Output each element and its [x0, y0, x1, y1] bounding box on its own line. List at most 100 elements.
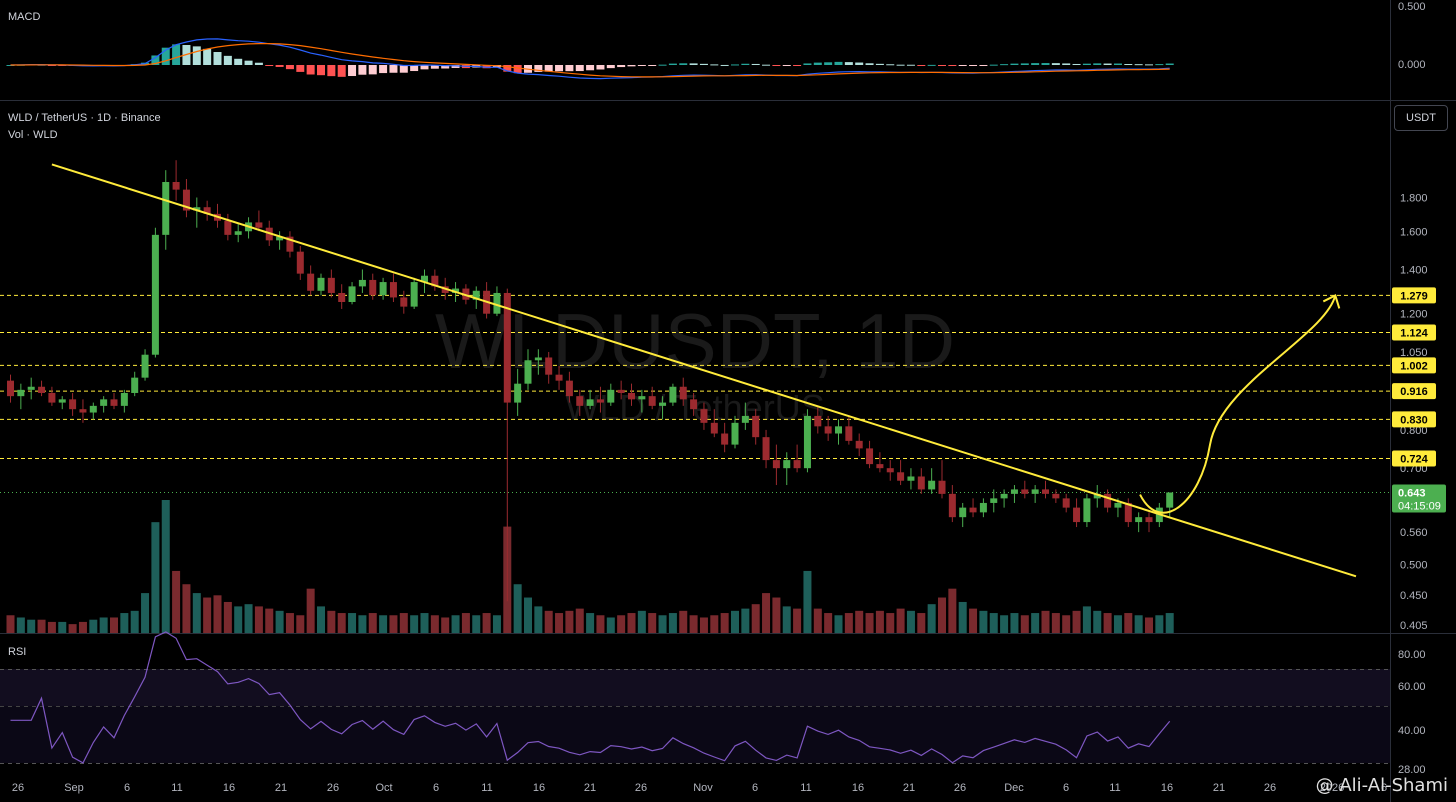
- candle-body: [555, 374, 563, 381]
- time-axis-label: 11: [800, 782, 811, 794]
- price-axis[interactable]: 1.8001.6001.4001.2001.0500.8000.7000.560…: [1400, 192, 1428, 632]
- candle-body: [1104, 493, 1112, 508]
- macd-histogram-bar: [1165, 63, 1174, 65]
- macd-histogram-bar: [285, 65, 294, 70]
- volume-bar: [58, 621, 67, 633]
- candle-body: [369, 279, 377, 296]
- candle-body: [182, 189, 190, 211]
- volume-bar: [938, 597, 946, 633]
- rsi-band-lower: [0, 706, 1390, 763]
- candle-body: [845, 426, 853, 441]
- volume-bar: [1051, 613, 1060, 633]
- macd-histogram-bar: [906, 64, 915, 66]
- candle-body: [814, 415, 822, 427]
- candle-body: [69, 399, 77, 410]
- candle-body: [690, 399, 698, 410]
- symbol-title[interactable]: WLD / TetherUS · 1D · Binance: [8, 112, 161, 124]
- macd-histogram-bar: [606, 65, 615, 69]
- volume-title[interactable]: Vol · WLD: [8, 129, 58, 141]
- volume-bar: [606, 617, 615, 633]
- volume-bar: [906, 610, 915, 633]
- time-axis-label: Sep: [64, 782, 84, 794]
- level-badge-label: 1.124: [1400, 327, 1428, 339]
- volume-bar: [886, 613, 895, 633]
- candle-body: [586, 399, 594, 406]
- macd-histogram-bar: [1093, 63, 1102, 65]
- candle-body: [793, 460, 801, 469]
- macd-histogram-bar: [337, 65, 346, 77]
- candle-body: [514, 383, 522, 403]
- volume-bar: [1155, 615, 1164, 633]
- macd-histogram-bar: [482, 65, 491, 69]
- volume-bar: [482, 613, 491, 633]
- volume-bar: [1062, 615, 1071, 633]
- candle-body: [276, 236, 284, 241]
- candle-body: [141, 354, 149, 378]
- candle-body: [1135, 517, 1143, 523]
- time-axis-label: 16: [533, 782, 545, 794]
- candle-body: [379, 282, 387, 296]
- candle-body: [669, 386, 677, 403]
- volume-bar: [1165, 613, 1174, 633]
- time-axis-label: 16: [1161, 782, 1173, 794]
- candle-body: [1010, 489, 1018, 494]
- volume-bar: [441, 617, 450, 633]
- volume-bar: [741, 608, 750, 633]
- drawings[interactable]: [51, 163, 1357, 578]
- level-badge-label: 0.830: [1400, 414, 1428, 426]
- candle-body: [897, 472, 905, 481]
- macd-histogram-bar: [938, 65, 946, 66]
- macd-histogram-bar: [1155, 64, 1164, 66]
- macd-histogram-bar: [865, 63, 874, 65]
- candle-body: [576, 396, 584, 406]
- candle-body: [710, 422, 718, 434]
- candle-body: [731, 422, 739, 445]
- time-axis-label: 26: [1264, 782, 1276, 794]
- time-axis-label: 2026: [1320, 782, 1344, 794]
- volume-bar: [979, 610, 988, 633]
- rsi-axis-label: 60.00: [1398, 681, 1426, 693]
- macd-histogram-bar: [503, 65, 512, 72]
- candles: [7, 160, 1174, 602]
- candle-body: [1114, 502, 1122, 508]
- candle-body: [959, 507, 967, 518]
- volume-bars: [6, 500, 1174, 633]
- candle-body: [1083, 498, 1091, 523]
- candle-body: [700, 409, 708, 423]
- volume-bar: [348, 613, 357, 633]
- rsi-axis-label: 28.00: [1398, 764, 1426, 776]
- volume-bar: [875, 610, 884, 633]
- currency-button[interactable]: USDT: [1394, 105, 1448, 131]
- volume-bar: [1010, 613, 1019, 633]
- candle-body: [79, 409, 87, 413]
- volume-bar: [648, 613, 657, 633]
- volume-bar: [813, 608, 822, 633]
- time-axis-label: 21: [903, 782, 915, 794]
- current-price-badge: [1392, 484, 1446, 513]
- volume-bar: [430, 615, 439, 633]
- time-axis-label: 11: [171, 782, 182, 794]
- level-badge: [1392, 383, 1436, 400]
- macd-histogram-bar: [534, 65, 543, 72]
- macd-histogram-bar: [989, 64, 998, 66]
- macd-histogram-bar: [1113, 63, 1122, 65]
- volume-bar: [782, 606, 791, 633]
- volume-bar: [969, 608, 978, 633]
- macd-histogram-bar: [565, 65, 574, 72]
- volume-bar: [492, 615, 501, 633]
- volume-bar: [762, 593, 771, 633]
- level-badge: [1392, 357, 1436, 374]
- volume-bar: [865, 613, 874, 633]
- candle-body: [679, 386, 687, 400]
- macd-histogram-bar: [596, 65, 605, 70]
- volume-bar: [99, 617, 108, 633]
- price-axis-label: 0.560: [1400, 527, 1428, 539]
- volume-bar: [927, 604, 936, 633]
- time-axis[interactable]: 26 Sep 6 11 16 21 26 Oct 6 11 16 21 26 Nov 6 11 16 21 26 De…: [12, 782, 1387, 794]
- volume-bar: [834, 615, 843, 633]
- rsi-indicator: [10, 631, 1171, 764]
- candle-body: [38, 386, 46, 393]
- time-axis-label: Dec: [1004, 782, 1024, 794]
- macd-histogram-bar: [751, 63, 760, 65]
